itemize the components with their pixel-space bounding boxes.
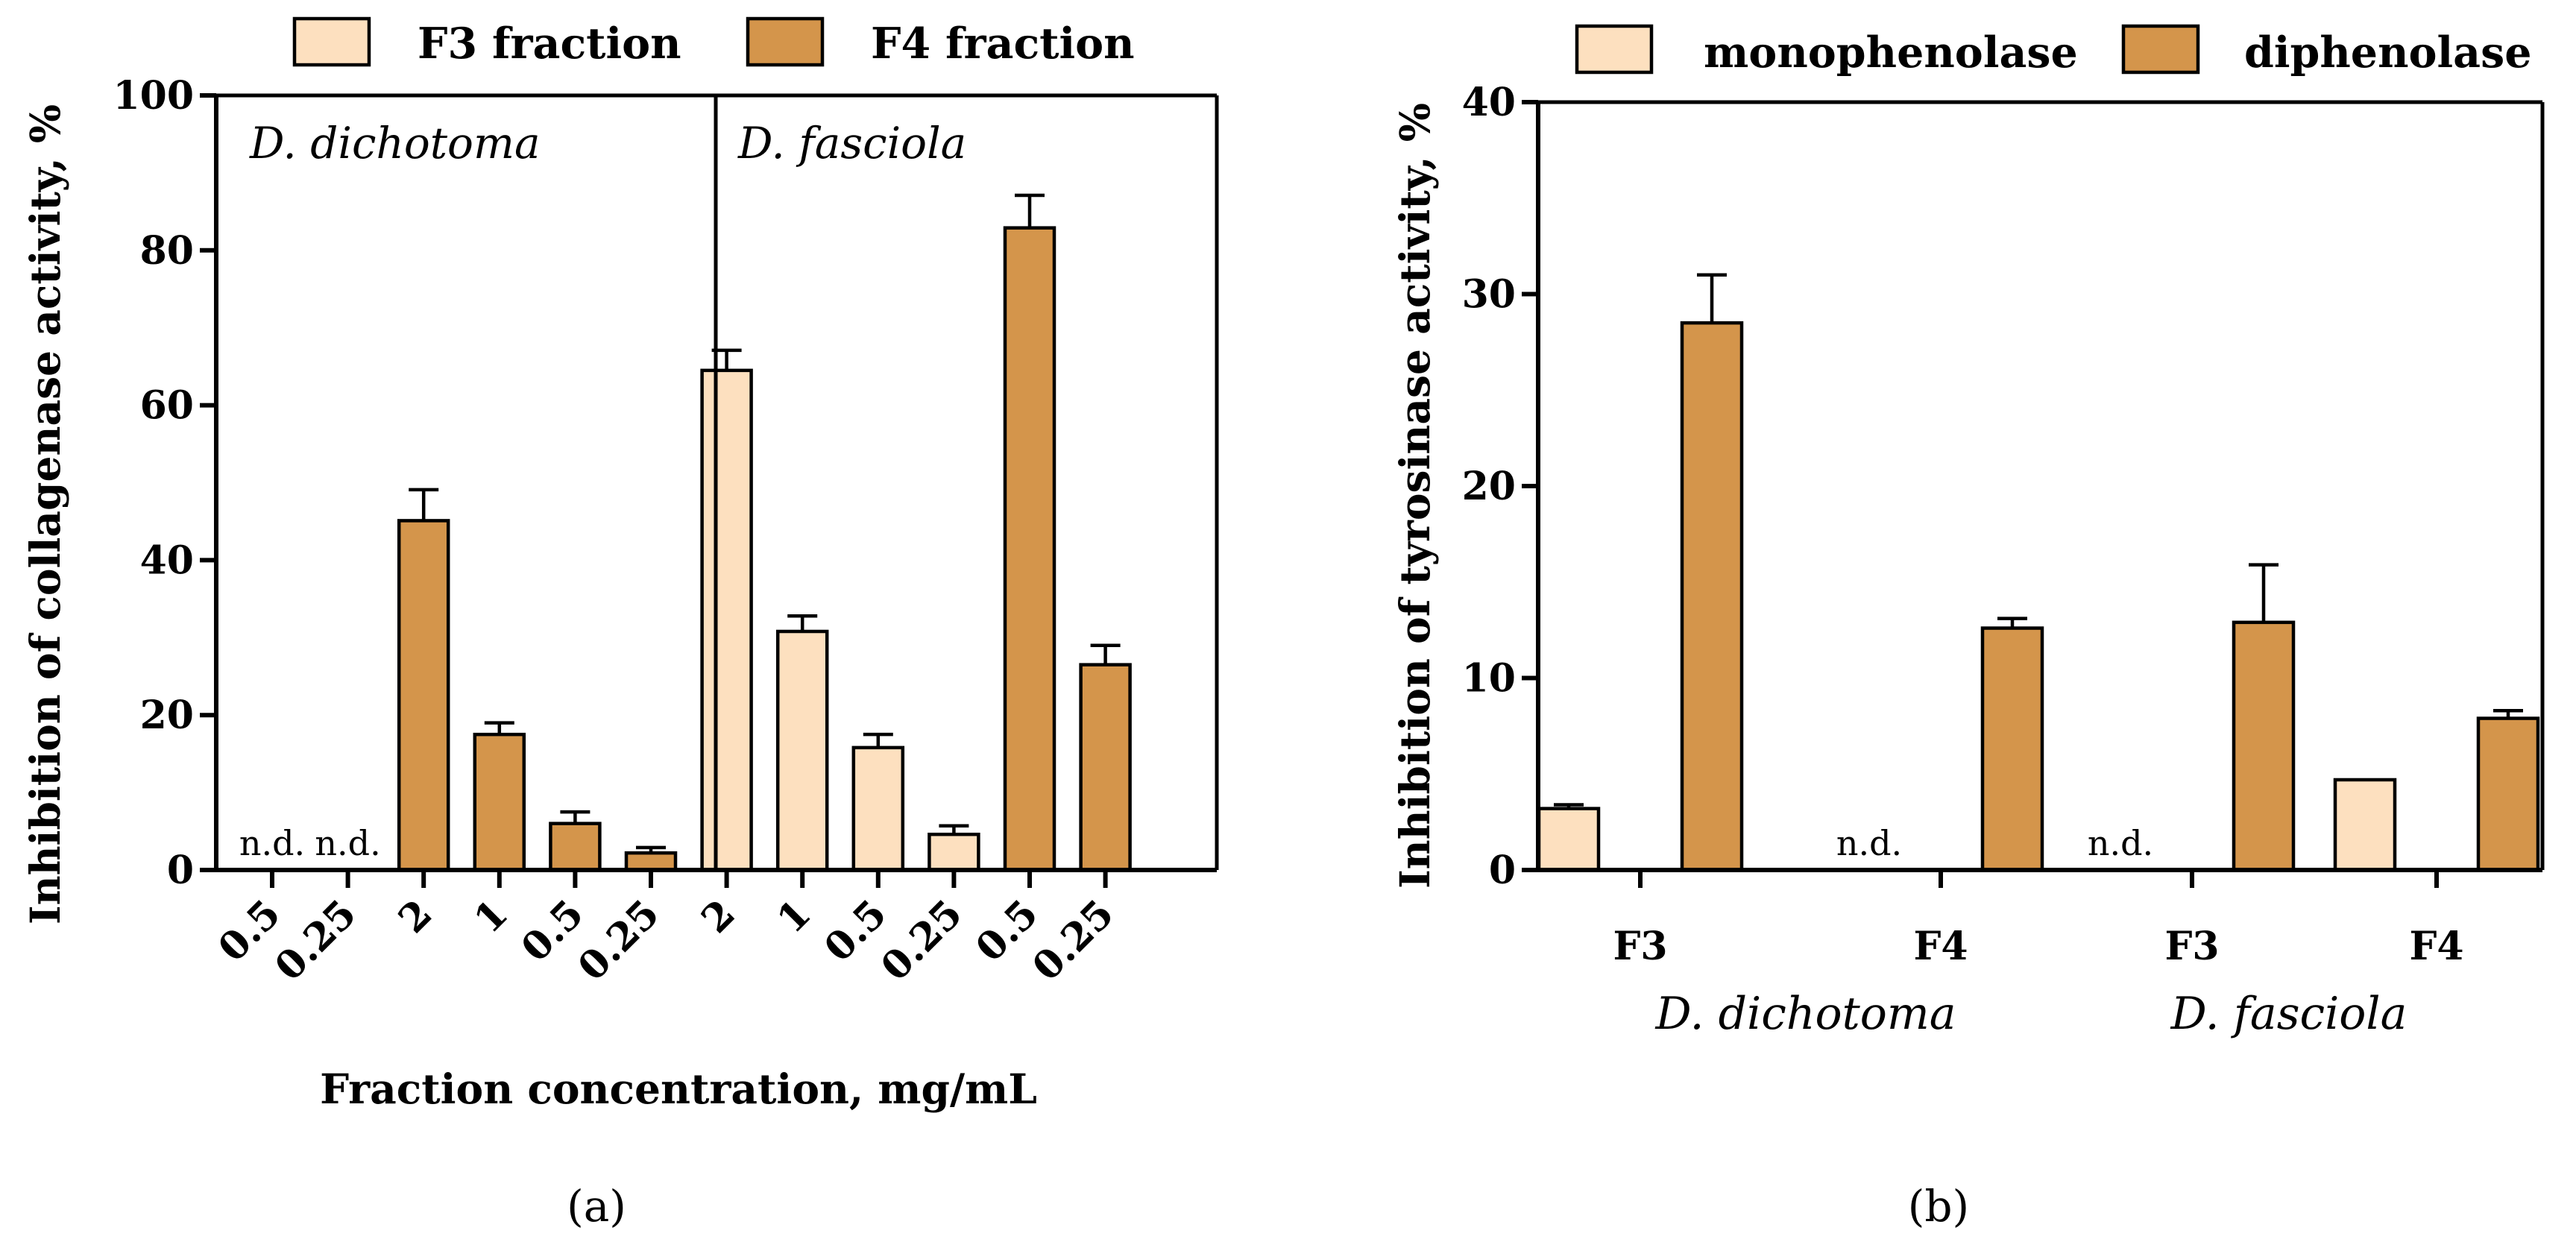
species-label-a-dichotoma: D. dichotoma (249, 118, 541, 168)
y-tick-label-b-20: 20 (1462, 464, 1516, 509)
legend-a-label-f4: F4 fraction (871, 19, 1135, 69)
x-tick-label-b-3: F4 (2409, 924, 2463, 969)
x-tick-label-a-3: 1 (465, 891, 517, 942)
error-bar-b-3-1 (2493, 709, 2523, 719)
legend-b-swatch-diphenolase (2121, 24, 2200, 75)
bar-a-d-fasciola-0-25-f3 (928, 832, 980, 872)
legend-a-swatch-f4 (746, 16, 825, 67)
nd-labels-a: n.d. n.d. (239, 823, 381, 863)
x-ticks-b: F3 F4 F3 F4 (1613, 870, 2464, 969)
nd-label-b-1: n.d. (1836, 823, 1902, 863)
panel-a: F3 fraction F4 fraction Inhibition of co… (21, 16, 1219, 1232)
x-tick-label-a-11: 0.25 (1024, 891, 1123, 990)
y-tick-label-b-40: 40 (1462, 80, 1516, 125)
panel-b: monophenolase diphenolase Inhibition of … (1391, 24, 2545, 1232)
error-bar-a-7 (787, 614, 818, 631)
y-tick-label-b-0: 0 (1489, 848, 1516, 893)
legend-b-swatch-monophenolase (1575, 24, 1654, 75)
panel-label-a: (a) (567, 1181, 626, 1232)
bar-a-d-fasciola-0-5-f4 (1003, 226, 1056, 872)
y-axis-title-b: Inhibition of tyrosinase activity, % (1391, 103, 1439, 889)
x-ticks-a: 0.50.25 2 10.50.25 2 10.50.250.50.25 (210, 870, 1123, 990)
error-bar-a-4 (560, 810, 591, 824)
error-bar-b-2-1 (2249, 563, 2279, 622)
legend-a: F3 fraction F4 fraction (292, 16, 1135, 69)
x-tick-label-a-5: 0.25 (569, 891, 668, 990)
species-label-a-fasciola: D. fasciola (737, 118, 966, 168)
error-bar-a-10 (1015, 193, 1045, 228)
bar-a-d-dichotoma-2-f4 (397, 519, 450, 872)
x-tick-label-b-1: F4 (1913, 924, 1968, 969)
legend-b: monophenolase diphenolase (1575, 24, 2531, 78)
legend-b-label-monophenolase: monophenolase (1704, 28, 2078, 78)
error-bar-a-9 (939, 824, 969, 835)
error-bar-b-0-0 (1554, 803, 1584, 809)
bar-a-d-dichotoma-0-25-f4 (624, 851, 678, 872)
plot-frame-a (214, 93, 1219, 872)
y-tick-label-a-100: 100 (113, 73, 194, 119)
error-bar-a-8 (863, 732, 893, 748)
legend-b-label-diphenolase: diphenolase (2244, 28, 2531, 78)
x-axis-title-a: Fraction concentration, mg/mL (320, 1065, 1037, 1113)
x-tick-label-b-2: F3 (2164, 924, 2219, 969)
x-tick-label-a-2: 2 (390, 891, 441, 942)
bar-b-d-dichotoma-f4-diphenolase (1980, 626, 2044, 872)
error-bar-a-3 (484, 721, 514, 735)
species-label-b-fasciola: D. fasciola (2170, 988, 2407, 1040)
y-tick-label-a-0: 0 (167, 848, 194, 893)
y-ticks-b: 0 10 20 30 40 (1462, 80, 1538, 893)
legend-a-label-f3: F3 fraction (418, 19, 681, 69)
bar-a-d-fasciola-1-f3 (775, 629, 829, 872)
legend-a-swatch-f3 (292, 16, 371, 67)
error-bar-b-1-1 (1997, 617, 2027, 628)
y-tick-label-a-40: 40 (140, 538, 194, 583)
x-tick-label-a-7: 1 (769, 891, 820, 942)
y-ticks-a: 0 20 40 60 80 100 (113, 73, 216, 893)
bar-a-d-fasciola-2-f3 (700, 368, 753, 872)
nd-label-a-0: n.d. (239, 823, 305, 863)
bars-a (397, 193, 1132, 872)
y-axis-title-a: Inhibition of collagenase activity, % (21, 104, 69, 924)
error-bar-a-11 (1090, 643, 1121, 665)
bar-a-d-dichotoma-1-f4 (473, 732, 526, 872)
error-bar-a-5 (636, 845, 666, 854)
y-tick-label-a-20: 20 (140, 693, 194, 738)
y-tick-label-a-60: 60 (140, 383, 194, 429)
panel-label-b: (b) (1908, 1181, 1969, 1232)
plot-frame-b (1536, 100, 2545, 872)
y-tick-label-a-80: 80 (140, 228, 194, 274)
bar-b-d-fasciola-f4-diphenolase (2476, 716, 2540, 872)
x-tick-label-a-9: 0.25 (872, 891, 971, 990)
y-tick-label-b-10: 10 (1462, 656, 1516, 702)
nd-label-a-1: n.d. (315, 823, 380, 863)
bar-b-d-fasciola-f4-monophenolase (2333, 778, 2397, 872)
x-tick-label-a-6: 2 (693, 891, 744, 942)
bar-a-d-fasciola-0-25-f4 (1079, 663, 1132, 872)
bar-a-d-fasciola-0-5-f3 (851, 745, 905, 872)
error-bar-b-0-1 (1697, 273, 1727, 324)
x-tick-label-b-0: F3 (1613, 924, 1667, 969)
error-bar-a-2 (409, 488, 439, 521)
y-tick-label-b-30: 30 (1462, 272, 1516, 318)
bars-b (1537, 273, 2540, 872)
nd-labels-b: n.d. n.d. (1836, 823, 2153, 863)
species-label-b-dichotoma: D. dichotoma (1655, 988, 1956, 1040)
nd-label-b-2: n.d. (2088, 823, 2153, 863)
bar-a-d-dichotoma-0-5-f4 (549, 822, 602, 872)
bar-b-d-fasciola-f3-diphenolase (2232, 620, 2296, 872)
bar-b-d-dichotoma-f3-monophenolase (1537, 807, 1601, 872)
x-tick-label-a-1: 0.25 (266, 891, 365, 990)
bar-b-d-dichotoma-f3-diphenolase (1680, 321, 1744, 872)
